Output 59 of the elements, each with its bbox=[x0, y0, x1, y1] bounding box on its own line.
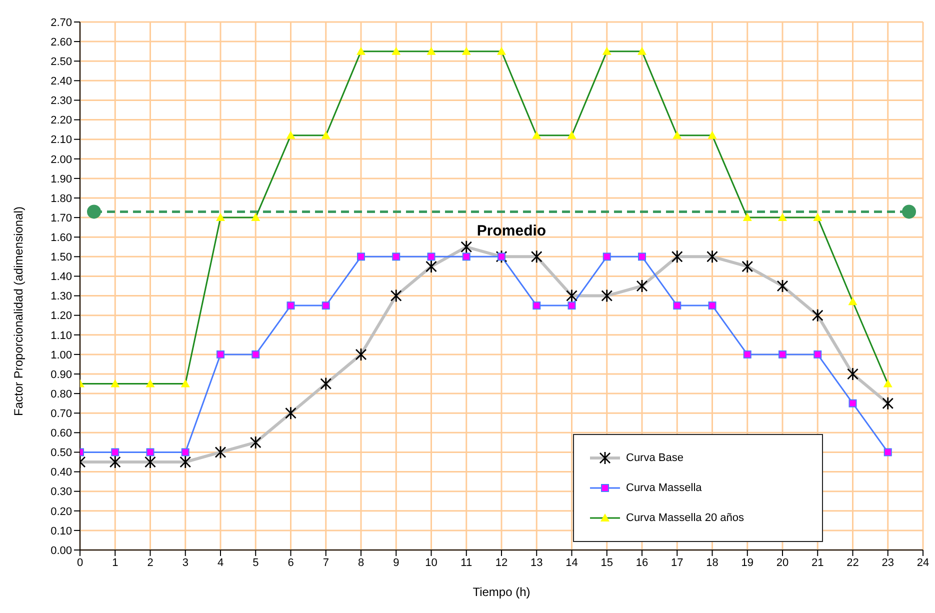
y-tick-label: 1.40 bbox=[50, 271, 72, 284]
x-tick-label: 1 bbox=[112, 556, 118, 569]
x-tick-label: 2 bbox=[147, 556, 154, 569]
x-tick-label: 4 bbox=[217, 556, 224, 569]
x-tick-label: 22 bbox=[846, 556, 859, 569]
y-tick-label: 0.00 bbox=[50, 544, 72, 557]
y-tick-label: 1.50 bbox=[50, 252, 72, 264]
x-tick-label: 20 bbox=[776, 556, 789, 569]
y-tick-label: 2.20 bbox=[50, 114, 72, 127]
y-tick-label: 1.80 bbox=[50, 192, 72, 205]
y-tick-label: 1.90 bbox=[50, 173, 72, 186]
y-axis-title: Factor Proporcionalidad (adimensional) bbox=[11, 206, 26, 416]
x-tick-label: 10 bbox=[425, 556, 438, 569]
y-tick-label: 0.70 bbox=[50, 408, 72, 420]
y-tick-label: 2.60 bbox=[50, 36, 72, 48]
legend-label: Curva Base bbox=[626, 452, 684, 464]
legend-label: Curva Massella 20 años bbox=[626, 512, 744, 524]
y-tick-label: 1.00 bbox=[50, 349, 72, 362]
y-tick-label: 0.90 bbox=[50, 368, 72, 381]
x-tick-label: 13 bbox=[530, 556, 543, 569]
x-tick-label: 0 bbox=[76, 556, 84, 569]
x-tick-label: 6 bbox=[288, 556, 294, 569]
x-tick-label: 24 bbox=[916, 556, 930, 569]
y-tick-label: 1.70 bbox=[50, 212, 72, 224]
y-tick-label: 1.30 bbox=[50, 290, 72, 303]
x-axis-title: Tiempo (h) bbox=[472, 585, 530, 599]
y-tick-label: 1.10 bbox=[50, 330, 72, 342]
ref-line-label: Promedio bbox=[476, 222, 546, 240]
y-tick-label: 2.40 bbox=[50, 76, 72, 88]
x-tick-label: 3 bbox=[182, 556, 188, 569]
x-tick-label: 17 bbox=[671, 556, 684, 569]
y-tick-label: 0.40 bbox=[50, 466, 72, 479]
x-tick-label: 18 bbox=[706, 556, 718, 569]
y-tick-label: 0.10 bbox=[50, 525, 72, 538]
legend-label: Curva Massella bbox=[626, 482, 702, 494]
x-tick-label: 21 bbox=[812, 556, 824, 569]
x-tick-label: 7 bbox=[322, 556, 329, 569]
x-tick-label: 15 bbox=[600, 556, 613, 569]
x-tick-label: 5 bbox=[252, 556, 259, 569]
x-tick-label: 11 bbox=[460, 556, 472, 569]
y-tick-label: 2.30 bbox=[50, 95, 72, 108]
x-tick-label: 19 bbox=[741, 556, 754, 569]
y-tick-label: 2.00 bbox=[50, 154, 72, 166]
y-tick-label: 0.60 bbox=[50, 428, 72, 440]
y-tick-label: 2.10 bbox=[50, 134, 72, 146]
y-tick-label: 0.80 bbox=[50, 388, 72, 400]
x-tick-label: 12 bbox=[495, 556, 508, 569]
x-tick-label: 8 bbox=[358, 556, 364, 569]
y-tick-label: 1.60 bbox=[50, 232, 72, 244]
x-tick-label: 16 bbox=[636, 556, 648, 569]
x-tick-label: 14 bbox=[566, 556, 578, 569]
y-tick-label: 2.50 bbox=[50, 56, 72, 68]
y-tick-label: 2.70 bbox=[50, 16, 72, 29]
y-tick-label: 1.20 bbox=[50, 310, 72, 322]
y-tick-label: 0.20 bbox=[50, 506, 72, 518]
x-tick-label: 23 bbox=[882, 556, 894, 569]
y-tick-label: 0.50 bbox=[50, 447, 72, 460]
x-tick-label: 9 bbox=[393, 556, 400, 569]
y-tick-label: 0.30 bbox=[50, 486, 72, 498]
